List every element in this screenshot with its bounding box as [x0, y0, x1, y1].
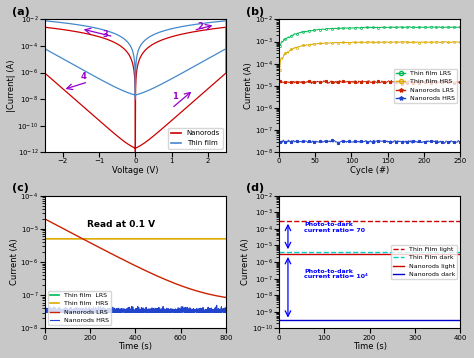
- Text: 1: 1: [172, 92, 178, 101]
- Text: Read at 0.1 V: Read at 0.1 V: [87, 219, 155, 228]
- Text: (b): (b): [246, 7, 264, 17]
- X-axis label: Cycle (#): Cycle (#): [350, 166, 389, 175]
- Y-axis label: Current (A): Current (A): [244, 62, 253, 109]
- Text: (a): (a): [12, 7, 30, 17]
- Text: 4: 4: [81, 72, 87, 82]
- X-axis label: Time (s): Time (s): [353, 342, 387, 351]
- Text: (c): (c): [12, 183, 29, 193]
- Text: 2: 2: [197, 22, 203, 31]
- X-axis label: Voltage (V): Voltage (V): [112, 166, 159, 175]
- Text: Photo-to-dark
current ratio= 10⁴: Photo-to-dark current ratio= 10⁴: [304, 269, 368, 280]
- X-axis label: Time (s): Time (s): [118, 342, 152, 351]
- Legend: Thin film  LRS, Thin film  HRS, Nanorods LRS, Nanorods HRS: Thin film LRS, Thin film HRS, Nanorods L…: [48, 291, 111, 325]
- Legend: Thin Film light, Thin Film dark, Nanorods light, Nanorods dark: Thin Film light, Thin Film dark, Nanorod…: [391, 245, 457, 279]
- Text: Photo-to-dark
current ratio= 70: Photo-to-dark current ratio= 70: [304, 222, 365, 233]
- Text: (d): (d): [246, 183, 264, 193]
- Y-axis label: |Current| (A): |Current| (A): [7, 59, 16, 112]
- Y-axis label: Current (A): Current (A): [241, 239, 250, 285]
- Y-axis label: Current (A): Current (A): [10, 239, 19, 285]
- Legend: Nanorods, Thin film: Nanorods, Thin film: [168, 128, 223, 149]
- Legend: Thin film LRS, Thin film HRS, Nanorods LRS, Nanorods HRS: Thin film LRS, Thin film HRS, Nanorods L…: [394, 68, 457, 103]
- Text: 3: 3: [103, 30, 109, 39]
